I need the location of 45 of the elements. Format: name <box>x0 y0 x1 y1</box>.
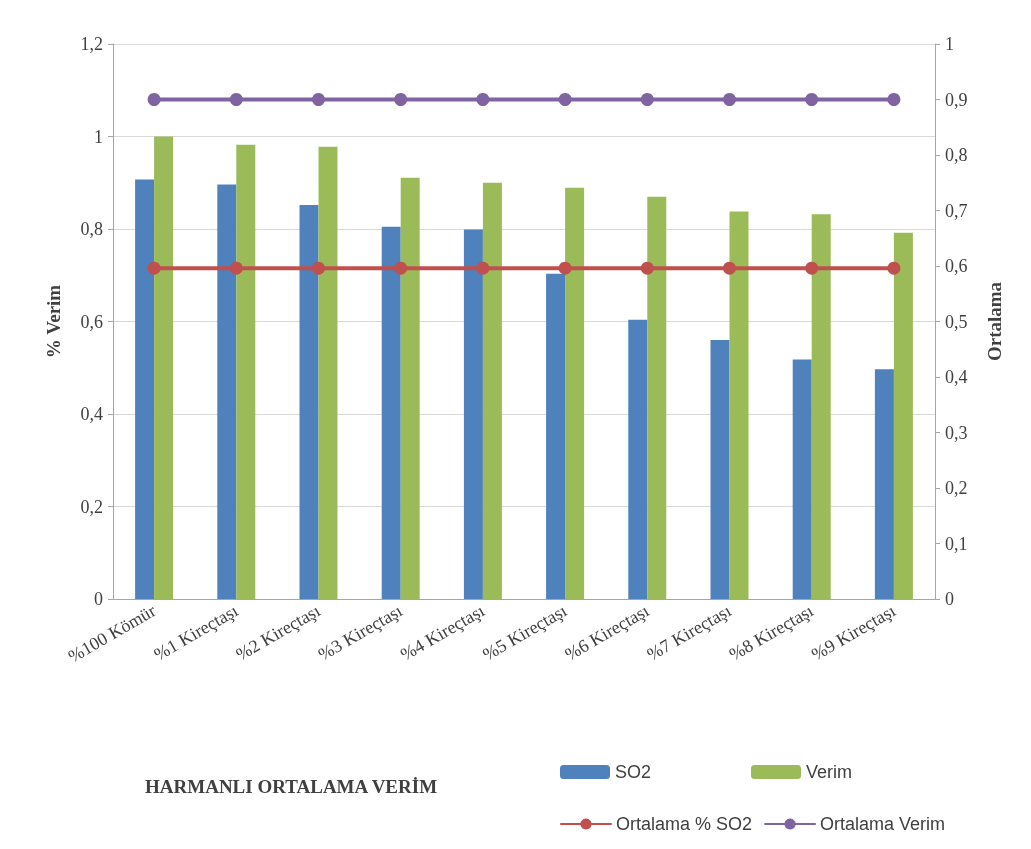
y-tick-label: 0,6 <box>80 311 103 332</box>
y-tick-label: 1,2 <box>80 34 103 54</box>
bar <box>874 369 894 599</box>
y2-tick-label: 0,1 <box>945 533 968 554</box>
y2-tick-label: 0,3 <box>945 422 968 443</box>
bar <box>729 211 749 599</box>
bar <box>482 182 502 599</box>
bar <box>893 232 913 599</box>
bar <box>135 179 155 599</box>
y2-tick-label: 0,2 <box>945 478 968 498</box>
y2-tick-label: 0 <box>945 589 954 609</box>
y-tick-label: 0 <box>94 589 103 609</box>
bar <box>381 226 401 599</box>
legend-label: Verim <box>806 762 853 782</box>
bar <box>236 144 256 599</box>
text: HARMANLI ORTALAMA VERİM <box>145 776 438 797</box>
y2-axis-title: Ortalama <box>984 281 1005 362</box>
y2-tick-label: 0,9 <box>945 89 968 110</box>
y2-tick-label: 0,5 <box>945 311 968 332</box>
bar <box>546 273 566 599</box>
legend-label: SO2 <box>615 762 652 782</box>
bar <box>647 196 667 599</box>
bar <box>792 359 812 599</box>
y-tick-label: 0,8 <box>80 219 103 239</box>
legend-label: Ortalama Verim <box>820 814 946 834</box>
y2-tick-label: 0,8 <box>945 145 968 165</box>
bar <box>400 177 420 599</box>
bar <box>217 184 237 599</box>
y2-tick-label: 1 <box>945 34 954 54</box>
y-tick-label: 1 <box>94 126 103 147</box>
bar <box>318 146 338 599</box>
y-tick-label: 0,2 <box>80 496 103 517</box>
y-axis-title: % Verim <box>43 284 64 359</box>
y2-tick-label: 0,7 <box>945 200 968 221</box>
bar <box>154 136 174 599</box>
bar <box>811 214 831 599</box>
y2-tick-label: 0,4 <box>945 367 968 387</box>
bar <box>565 187 585 599</box>
y-tick-label: 0,4 <box>80 404 103 424</box>
bar <box>463 229 483 599</box>
y2-tick-label: 0,6 <box>945 256 968 276</box>
bar <box>299 204 319 599</box>
bar <box>710 340 730 599</box>
bar <box>628 319 648 599</box>
legend-label: Ortalama % SO2 <box>616 814 753 834</box>
